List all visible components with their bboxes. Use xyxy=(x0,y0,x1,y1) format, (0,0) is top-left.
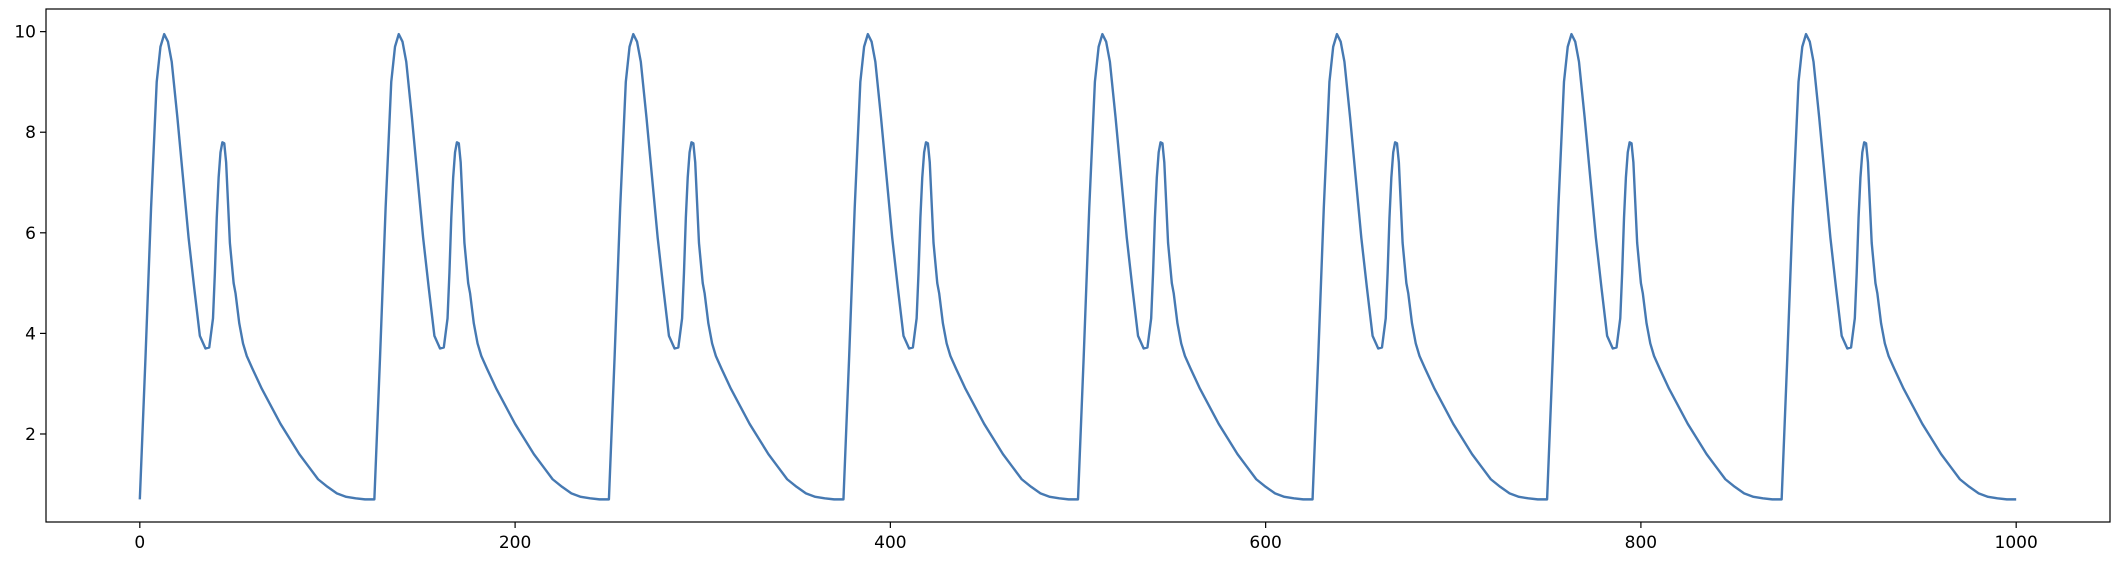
series-line xyxy=(138,32,2017,501)
y-axis: 2 4 6 8 10 xyxy=(14,23,46,445)
x-tick-label: 1000 xyxy=(1995,533,2038,553)
x-tick-label: 0 xyxy=(134,533,145,553)
y-tick-label: 4 xyxy=(25,324,36,344)
y-tick-label: 10 xyxy=(14,23,36,43)
x-axis: 0 200 400 600 800 1000 xyxy=(134,522,2038,553)
y-tick-label: 8 xyxy=(25,123,36,143)
x-tick-label: 200 xyxy=(499,533,531,553)
plot-border xyxy=(45,8,2111,523)
x-tick-label: 600 xyxy=(1249,533,1281,553)
series-layer xyxy=(138,32,2017,501)
x-tick-label: 800 xyxy=(1625,533,1657,553)
x-tick-label: 400 xyxy=(874,533,906,553)
plot-frame xyxy=(45,8,2111,523)
y-tick-label: 2 xyxy=(25,425,36,445)
y-tick-label: 6 xyxy=(25,224,36,244)
